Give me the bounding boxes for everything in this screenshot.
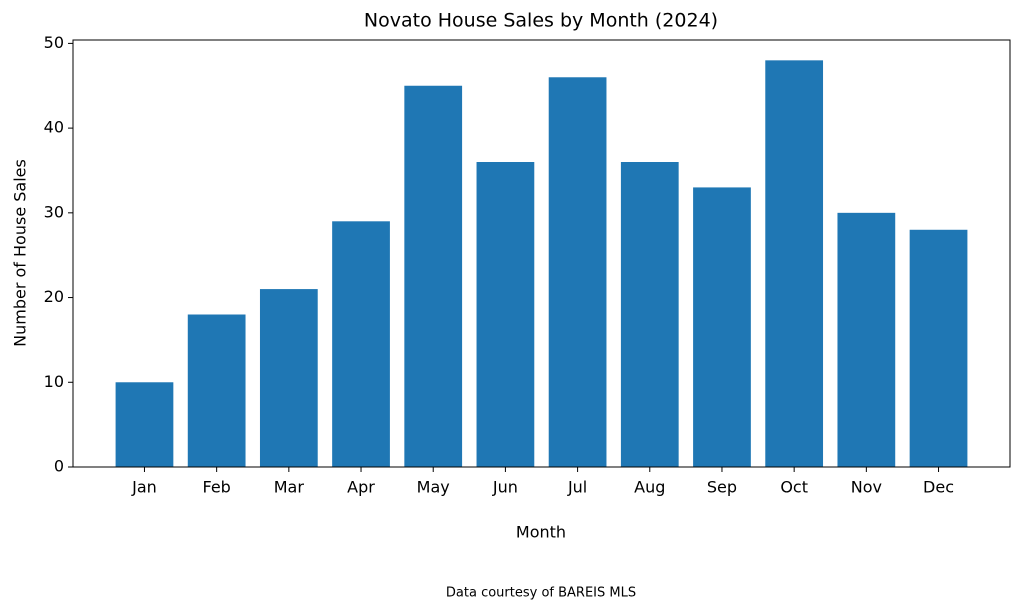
- bar: [693, 187, 751, 467]
- y-tick-label: 30: [44, 202, 64, 221]
- x-tick-label: Apr: [347, 478, 375, 497]
- x-tick-label: Jul: [567, 478, 587, 497]
- x-tick-label: Aug: [634, 478, 665, 497]
- x-tick-label: May: [417, 478, 450, 497]
- chart-title: Novato House Sales by Month (2024): [364, 10, 718, 32]
- plot-frame: [72, 39, 1011, 468]
- bar: [909, 229, 968, 467]
- y-tick-label: 10: [44, 372, 64, 391]
- x-tick-label: Sep: [707, 478, 737, 497]
- y-tick-label: 20: [44, 287, 64, 306]
- bar: [259, 289, 318, 467]
- x-tick-label: Jan: [131, 478, 157, 497]
- y-tick-label: 50: [44, 33, 64, 52]
- bar: [765, 60, 824, 467]
- bar: [548, 77, 607, 468]
- y-tick-label: 0: [54, 457, 64, 476]
- bar: [476, 162, 535, 467]
- x-tick-label: Oct: [780, 478, 808, 497]
- x-tick-label: Mar: [274, 478, 305, 497]
- bar: [620, 162, 679, 467]
- bar: [115, 382, 174, 467]
- x-tick-label: Nov: [851, 478, 882, 497]
- bar: [404, 85, 463, 467]
- caption: Data courtesy of BAREIS MLS: [446, 586, 636, 601]
- x-tick-label: Feb: [202, 478, 230, 497]
- bar: [187, 314, 246, 467]
- y-axis-label: Number of House Sales: [11, 159, 30, 347]
- x-axis-label: Month: [516, 523, 566, 542]
- bar: [332, 221, 390, 467]
- x-tick-label: Dec: [923, 478, 954, 497]
- y-tick-label: 40: [44, 118, 64, 137]
- x-tick-label: Jun: [492, 478, 518, 497]
- bar: [837, 212, 896, 467]
